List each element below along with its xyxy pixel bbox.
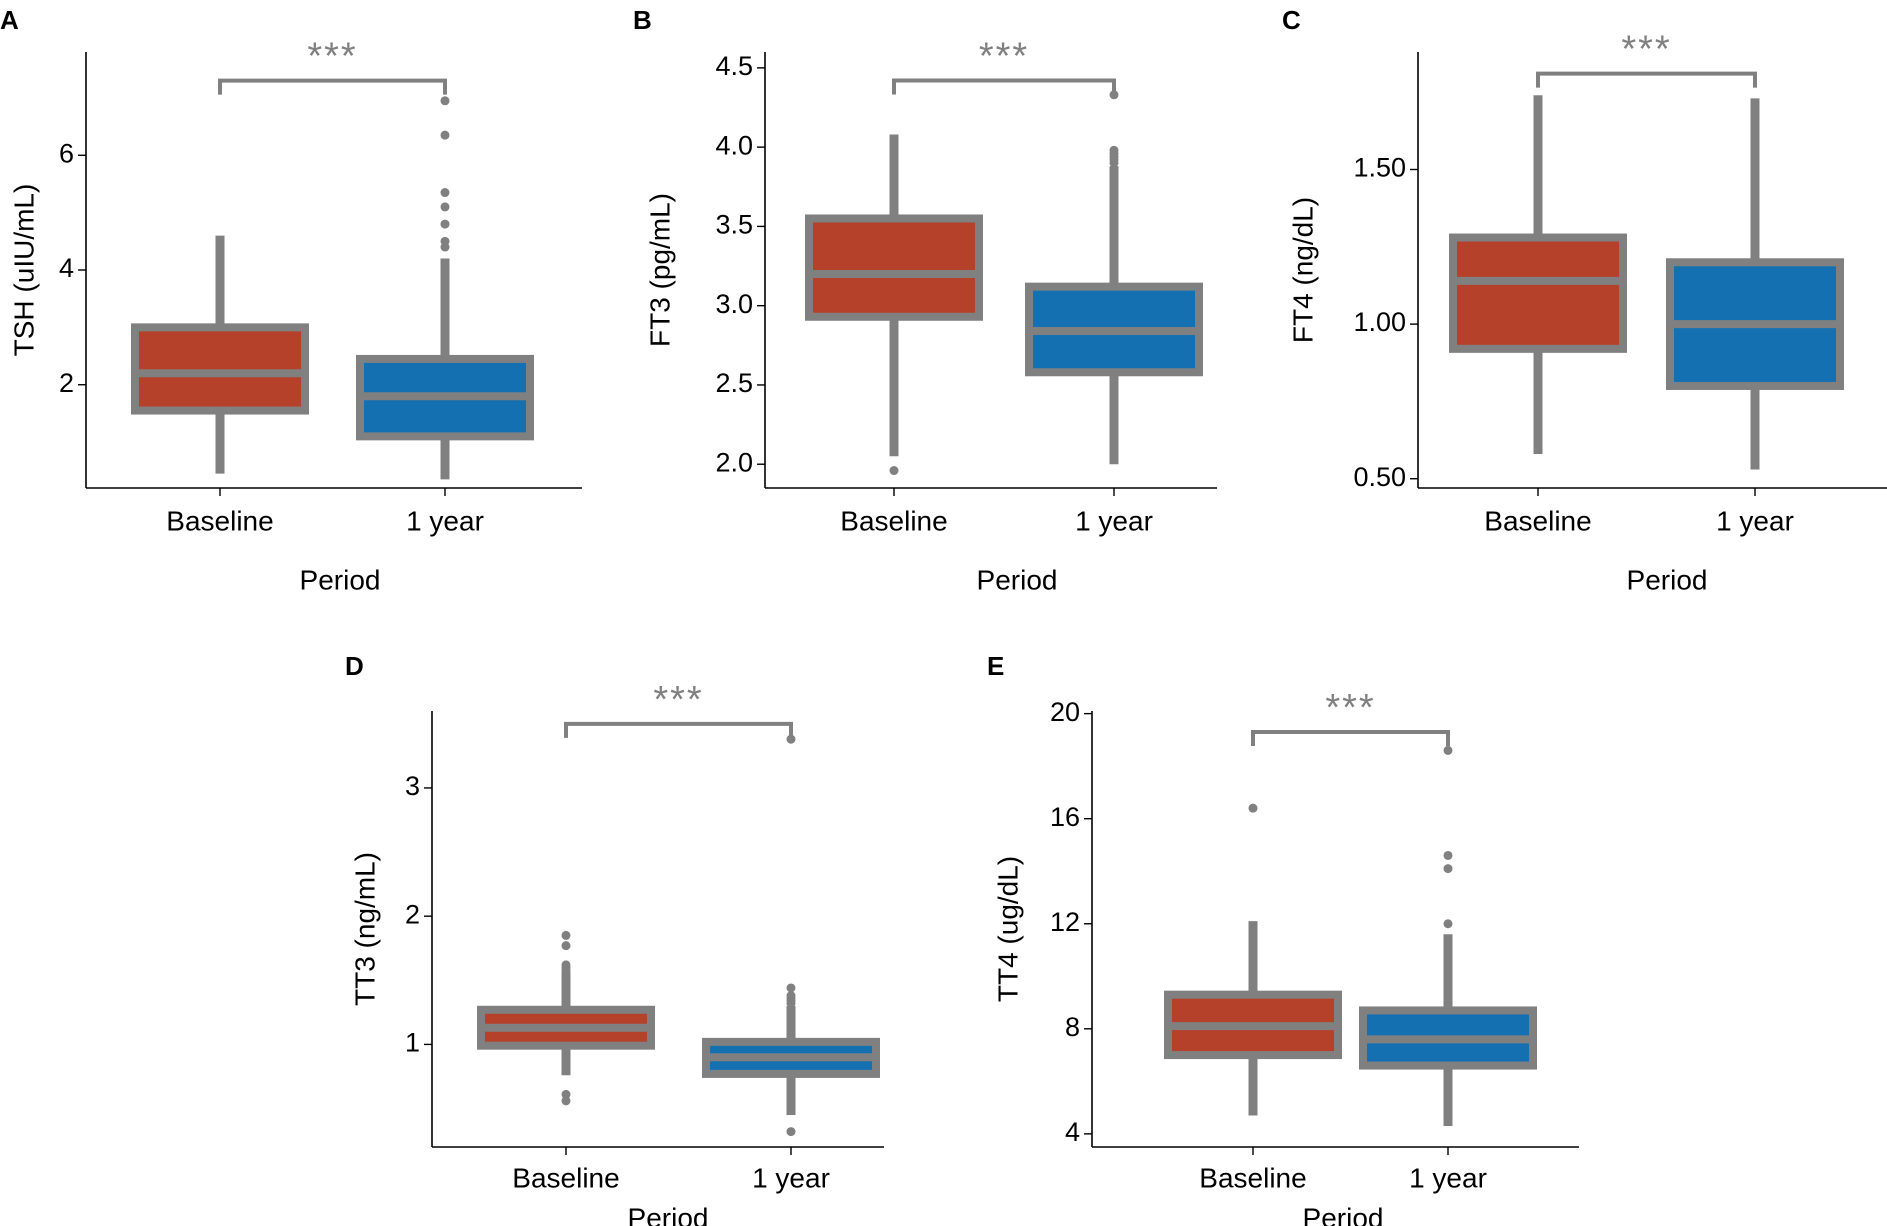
outlier-point	[561, 930, 571, 940]
x-axis-title: Period	[1303, 1202, 1384, 1226]
panel-label: D	[345, 651, 364, 681]
outlier-point	[561, 1089, 571, 1099]
y-tick-label: 2	[405, 899, 420, 929]
box-iqr	[131, 323, 309, 415]
outlier-point	[440, 202, 450, 212]
box-iqr	[805, 214, 983, 321]
y-axis-title: TSH (uIU/mL)	[8, 184, 39, 357]
significance-bracket	[564, 721, 793, 738]
box-one-year	[702, 734, 880, 1137]
panel-label: A	[0, 5, 19, 35]
outlier-point	[561, 941, 571, 951]
x-axis-title: Period	[628, 1202, 709, 1226]
box-one-year	[356, 96, 534, 480]
y-tick-label: 0.50	[1353, 462, 1406, 492]
y-tick-label: 2.5	[715, 368, 753, 398]
y-tick-label: 20	[1050, 697, 1080, 727]
y-tick-label: 3	[405, 771, 420, 801]
outlier-point	[440, 96, 450, 106]
y-tick-label: 4.0	[715, 130, 753, 160]
y-axis-title: TT4 (ug/dL)	[992, 856, 1023, 1002]
outlier-point	[889, 466, 899, 476]
panel-a: A 2 4 6 Baseline 1 year Period TSH (uIU/mL) ***	[0, 5, 582, 595]
y-tick-label: 1	[405, 1028, 420, 1058]
y-tick-label: 2.0	[715, 447, 753, 477]
x-tick-label: Baseline	[512, 1162, 619, 1193]
x-tick-label: Baseline	[166, 505, 273, 536]
box-baseline	[1164, 803, 1342, 1116]
y-axis-title: TT3 (ng/mL)	[349, 852, 380, 1006]
outlier-point	[440, 188, 450, 198]
box-baseline	[1449, 95, 1627, 454]
y-axis-title: FT3 (pg/mL)	[644, 193, 675, 347]
significance-bracket	[218, 78, 447, 95]
significance-label: ***	[979, 36, 1029, 78]
y-tick-label: 3.5	[715, 210, 753, 240]
outlier-point	[1109, 90, 1119, 100]
box-iqr	[1449, 233, 1627, 353]
outlier-point	[1443, 919, 1453, 929]
box-one-year	[1359, 745, 1537, 1126]
outlier-point	[440, 236, 450, 246]
x-tick-label: Baseline	[840, 505, 947, 536]
significance-label: ***	[307, 36, 357, 78]
panel-d: D 1 2 3 Baseline 1 year Period TT3 (ng/mL) ***	[345, 651, 884, 1226]
x-tick-label: 1 year	[1716, 505, 1794, 536]
significance-bracket	[1536, 71, 1757, 88]
outlier-point	[786, 734, 796, 744]
x-tick-label: 1 year	[1075, 505, 1153, 536]
box-one-year	[1666, 98, 1844, 470]
outlier-point	[440, 219, 450, 229]
x-tick-label: 1 year	[406, 505, 484, 536]
x-axis-title: Period	[977, 564, 1058, 595]
panel-label: B	[633, 5, 652, 35]
box-baseline	[477, 930, 655, 1106]
panel-label: E	[987, 651, 1004, 681]
y-tick-label: 1.00	[1353, 307, 1406, 337]
x-axis-title: Period	[300, 564, 381, 595]
box-baseline	[131, 235, 309, 474]
significance-bracket	[892, 78, 1116, 95]
x-tick-label: 1 year	[1409, 1162, 1487, 1193]
y-tick-label: 2	[59, 368, 74, 398]
x-tick-label: Baseline	[1484, 505, 1591, 536]
outlier-point	[561, 1096, 571, 1106]
outlier-point	[1443, 850, 1453, 860]
y-tick-label: 12	[1050, 907, 1080, 937]
significance-label: ***	[1621, 29, 1671, 71]
outlier-point	[440, 130, 450, 140]
significance-label: ***	[1325, 687, 1375, 729]
y-tick-label: 3.0	[715, 289, 753, 319]
y-tick-label: 4	[1065, 1117, 1080, 1147]
significance-label: ***	[653, 679, 703, 721]
box-one-year	[1025, 90, 1203, 465]
outlier-point	[1109, 145, 1119, 155]
outlier-point	[561, 960, 571, 970]
outlier-point	[1443, 864, 1453, 874]
x-axis-title: Period	[1627, 564, 1708, 595]
y-tick-label: 4	[59, 253, 74, 283]
box-baseline	[805, 134, 983, 476]
y-tick-label: 4.5	[715, 51, 753, 81]
outlier-point	[1248, 803, 1258, 813]
outlier-point	[786, 991, 796, 1001]
panel-c: C 0.50 1.00 1.50 Baseline 1 year Period FT4 (ng…	[1282, 5, 1887, 595]
panel-b: B 2.0 2.5 3.0 3.5 4.0 4.5 Baseline 1 year Period F…	[633, 5, 1217, 595]
y-tick-label: 1.50	[1353, 153, 1406, 183]
y-tick-label: 8	[1065, 1012, 1080, 1042]
panel-e: E 4 8 12 16 20 Baseline 1 year Period TT4 (ug/dL)…	[987, 651, 1579, 1226]
panel-label: C	[1282, 5, 1301, 35]
y-tick-label: 6	[59, 138, 74, 168]
y-tick-label: 16	[1050, 802, 1080, 832]
significance-bracket	[1251, 730, 1450, 747]
x-tick-label: 1 year	[752, 1162, 830, 1193]
outlier-point	[786, 1127, 796, 1137]
outlier-point	[786, 983, 796, 993]
outlier-point	[1443, 745, 1453, 755]
y-axis-title: FT4 (ng/dL)	[1287, 197, 1318, 343]
x-tick-label: Baseline	[1199, 1162, 1306, 1193]
